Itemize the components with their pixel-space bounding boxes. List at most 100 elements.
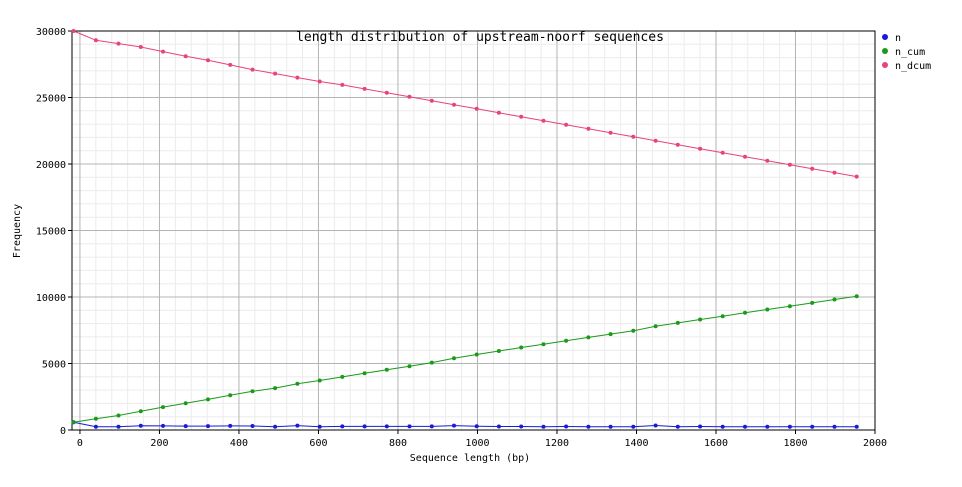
data-point-n_dcum (787, 162, 792, 167)
data-point-n_cum (317, 378, 322, 383)
y-tick-label: 20000 (36, 160, 66, 171)
x-tick-label: 1800 (783, 438, 807, 449)
data-point-n_cum (810, 300, 815, 305)
y-tick-label: 0 (60, 426, 66, 437)
series-n_cum (71, 294, 859, 425)
x-tick-label: 1400 (624, 438, 648, 449)
y-tick-label: 25000 (36, 94, 66, 105)
data-point-n_dcum (608, 130, 613, 135)
data-point-n_dcum (765, 158, 770, 163)
data-point-n (183, 424, 188, 429)
data-point-n_dcum (161, 49, 165, 54)
data-point-n (765, 424, 770, 429)
data-point-n (541, 424, 546, 429)
series-line-n_dcum (73, 30, 857, 178)
data-point-n_dcum (429, 98, 434, 103)
data-point-n_cum (407, 364, 412, 369)
legend-marker-n_dcum (882, 62, 888, 68)
x-tick-label: 2000 (863, 438, 887, 449)
data-point-n (295, 423, 300, 428)
legend-label-n: n (895, 33, 901, 44)
data-point-n (206, 424, 210, 429)
data-point-n_cum (138, 409, 143, 414)
data-point-n_dcum (452, 102, 456, 107)
series-layer (71, 29, 859, 429)
x-tick-label: 400 (230, 438, 248, 449)
data-point-n (407, 424, 412, 429)
data-point-n (317, 424, 322, 429)
series-line-n_cum (73, 295, 857, 423)
data-point-n_cum (854, 294, 859, 299)
x-tick-label: 0 (77, 438, 83, 449)
data-point-n_cum (519, 345, 524, 350)
data-point-n_dcum (631, 134, 636, 139)
data-point-n_dcum (206, 58, 210, 63)
x-tick-label: 800 (389, 438, 407, 449)
x-tick-label: 1600 (704, 438, 728, 449)
data-point-n_dcum (698, 146, 703, 151)
data-point-n (787, 424, 792, 429)
data-point-n (362, 424, 367, 429)
series-n_dcum (71, 29, 859, 179)
data-point-n (832, 424, 837, 429)
legend: n n_cum n_dcum (882, 33, 931, 72)
data-point-n (93, 424, 98, 429)
data-point-n_dcum (116, 41, 121, 46)
data-point-n (519, 424, 524, 429)
data-point-n_cum (228, 393, 233, 398)
data-point-n_cum (93, 416, 98, 421)
data-point-n (340, 424, 345, 429)
data-point-n_cum (608, 332, 613, 337)
data-point-n_cum (564, 338, 569, 343)
data-point-n (384, 424, 389, 429)
x-tick-label: 1000 (465, 438, 489, 449)
data-point-n_dcum (340, 82, 345, 87)
data-point-n_dcum (720, 150, 725, 155)
data-point-n_cum (362, 371, 367, 376)
data-point-n (631, 424, 636, 429)
data-point-n_cum (832, 297, 837, 302)
data-point-n (496, 424, 501, 429)
y-tick-label: 10000 (36, 293, 66, 304)
data-point-n (810, 424, 815, 429)
data-point-n_cum (161, 405, 165, 410)
data-point-n_dcum (384, 90, 389, 95)
series-n (71, 420, 859, 429)
data-point-n_cum (295, 381, 300, 386)
data-point-n (273, 424, 278, 429)
data-point-n_dcum (564, 122, 569, 127)
data-point-n_cum (496, 349, 501, 353)
data-point-n_dcum (295, 75, 300, 80)
data-point-n_dcum (810, 166, 815, 171)
data-point-n_dcum (228, 62, 233, 67)
data-point-n_dcum (586, 126, 591, 131)
data-point-n (743, 424, 747, 429)
legend-label-n_dcum: n_dcum (895, 61, 931, 72)
data-point-n_cum (429, 360, 434, 365)
data-point-n_cum (743, 310, 747, 315)
data-point-n (564, 424, 569, 429)
data-point-n (161, 423, 165, 428)
data-point-n_dcum (71, 29, 76, 33)
data-point-n_dcum (183, 54, 188, 59)
data-point-n_cum (452, 356, 456, 361)
x-tick-label: 1200 (545, 438, 569, 449)
data-point-n_cum (206, 397, 210, 402)
data-point-n_dcum (250, 67, 255, 72)
data-point-n_dcum (653, 138, 658, 143)
y-tick-label: 15000 (36, 227, 66, 238)
data-point-n (116, 424, 121, 429)
data-point-n (698, 424, 703, 429)
data-point-n (452, 423, 456, 428)
data-point-n_dcum (743, 154, 747, 159)
data-point-n_cum (71, 420, 76, 425)
data-point-n_dcum (273, 71, 278, 76)
legend-label-n_cum: n_cum (895, 47, 925, 58)
data-point-n_dcum (474, 106, 479, 111)
data-point-n_cum (631, 328, 636, 333)
data-point-n (720, 424, 725, 429)
data-point-n (429, 424, 434, 429)
